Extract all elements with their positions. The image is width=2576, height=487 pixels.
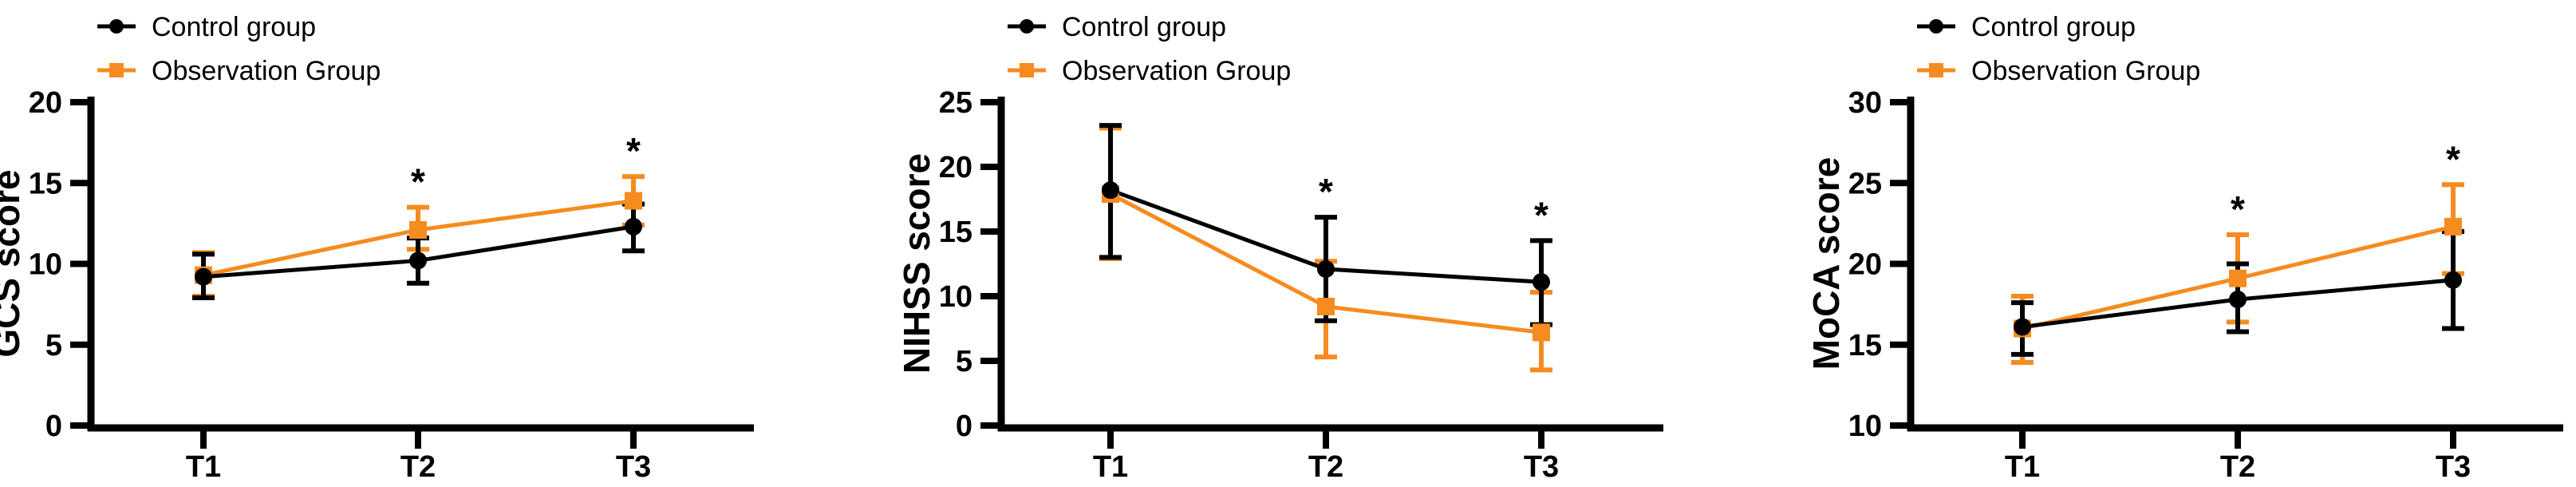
legend-square-marker xyxy=(109,63,124,77)
y-tick-label: 25 xyxy=(1848,167,1882,200)
y-tick-label: 20 xyxy=(1848,248,1882,282)
x-tick-label: T3 xyxy=(1524,450,1559,484)
y-tick-label: 10 xyxy=(939,280,972,314)
data-point-square xyxy=(625,192,642,210)
legend-label-observation: Observation Group xyxy=(152,56,381,86)
x-tick-label: T2 xyxy=(400,450,436,484)
y-tick-label: 10 xyxy=(1848,410,1882,443)
y-tick-label: 20 xyxy=(939,151,972,184)
data-point-square xyxy=(409,220,427,239)
data-point-circle xyxy=(1533,273,1550,291)
data-point-circle xyxy=(625,217,642,236)
significance-asterisk: * xyxy=(1319,171,1333,212)
legend-label-control: Control group xyxy=(152,12,316,42)
data-point-square xyxy=(2229,269,2247,287)
significance-asterisk: * xyxy=(411,161,425,203)
x-tick-label: T1 xyxy=(2005,450,2040,484)
y-tick-label: 15 xyxy=(29,167,62,200)
data-point-circle xyxy=(409,251,427,270)
data-point-circle xyxy=(195,267,212,286)
gcs-score-chart: 0 5 10 15 20 T1 T2 T3 GCS score * * Control group Ob… xyxy=(0,12,754,484)
legend-label-control: Control group xyxy=(1971,12,2136,42)
data-point-circle xyxy=(2229,291,2247,309)
legend-square-marker xyxy=(1020,63,1034,77)
data-point-circle xyxy=(1102,181,1119,200)
y-tick-label: 5 xyxy=(45,329,62,362)
y-tick-label: 0 xyxy=(956,410,972,443)
significance-asterisk: * xyxy=(626,130,641,172)
legend-circle-marker xyxy=(109,19,124,34)
data-point-circle xyxy=(2014,318,2031,336)
significance-asterisk: * xyxy=(2446,138,2460,180)
y-tick-label: 15 xyxy=(939,216,972,249)
legend-label-control: Control group xyxy=(1062,12,1226,42)
y-tick-label: 20 xyxy=(29,86,62,120)
legend-label-observation: Observation Group xyxy=(1971,56,2200,86)
y-tick-label: 0 xyxy=(45,410,62,443)
nihss-score-chart: 0 5 10 15 20 25 T1 T2 T3 NIHSS score * * Control gro… xyxy=(896,12,1663,484)
y-tick-label: 5 xyxy=(956,345,972,378)
data-point-square xyxy=(1317,297,1335,315)
data-point-circle xyxy=(2444,271,2462,289)
significance-asterisk: * xyxy=(1534,194,1548,236)
y-axis-title: MoCA score xyxy=(1805,157,1847,370)
x-tick-label: T2 xyxy=(2220,450,2255,484)
y-tick-label: 30 xyxy=(1848,86,1882,120)
moca-score-chart: 10 15 20 25 30 T1 T2 T3 MoCA score * * Control grou… xyxy=(1805,12,2563,484)
x-tick-label: T1 xyxy=(1093,450,1128,484)
y-tick-label: 15 xyxy=(1848,329,1882,362)
x-tick-label: T3 xyxy=(616,450,651,484)
y-tick-label: 10 xyxy=(29,248,62,282)
data-point-square xyxy=(2444,217,2462,236)
significance-asterisk: * xyxy=(2231,188,2245,230)
y-axis-title: GCS score xyxy=(0,169,27,357)
x-tick-label: T2 xyxy=(1308,450,1343,484)
data-point-circle xyxy=(1317,259,1335,278)
x-tick-label: T1 xyxy=(186,450,221,484)
legend-square-marker xyxy=(1929,63,1943,77)
legend-circle-marker xyxy=(1929,19,1943,34)
y-axis-title: NIHSS score xyxy=(896,153,937,374)
y-tick-label: 25 xyxy=(939,86,972,120)
data-point-square xyxy=(1533,323,1550,342)
x-tick-label: T3 xyxy=(2436,450,2471,484)
legend-label-observation: Observation Group xyxy=(1062,56,1291,86)
legend-circle-marker xyxy=(1020,19,1034,34)
